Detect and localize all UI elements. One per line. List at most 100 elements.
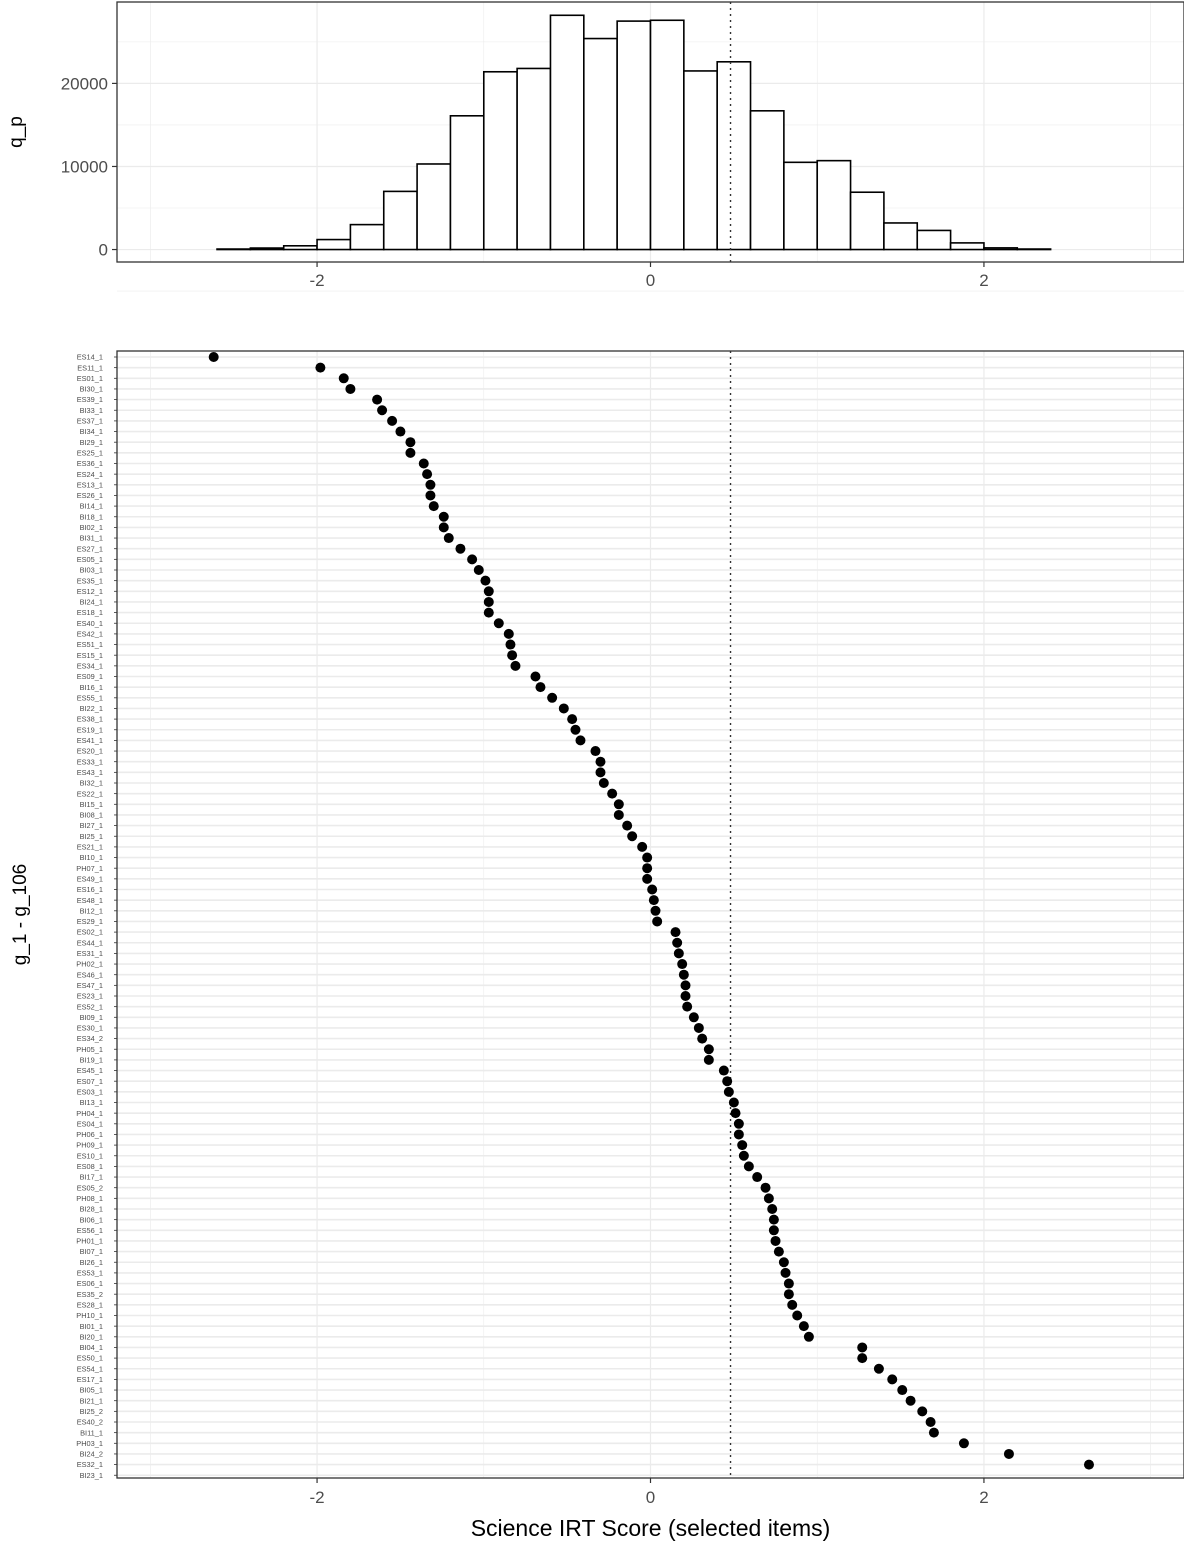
item-label: BI07_1 [80, 1247, 103, 1256]
item-label: BI27_1 [80, 821, 103, 830]
item-label: PH04_1 [76, 1109, 103, 1118]
data-point [428, 501, 439, 512]
item-label: PH10_1 [76, 1311, 103, 1320]
data-point [558, 703, 569, 714]
data-point [455, 543, 466, 554]
item-label: ES47_1 [77, 981, 103, 990]
histogram-bars [216, 14, 1052, 251]
item-label: ES15_1 [77, 651, 103, 660]
dotplot-points [208, 352, 1094, 1470]
data-point [535, 682, 546, 693]
data-point [418, 458, 429, 469]
item-label: ES34_2 [77, 1034, 103, 1043]
item-label: ES40_2 [77, 1418, 103, 1427]
item-label: BI26_1 [80, 1258, 103, 1267]
item-label: ES14_1 [77, 353, 103, 362]
histogram-bar [549, 14, 585, 251]
item-label: PH01_1 [76, 1237, 103, 1246]
item-label: BI29_1 [80, 438, 103, 447]
data-point [315, 362, 326, 373]
item-label: ES06_1 [77, 1279, 103, 1288]
histogram-bar [949, 242, 985, 251]
dotplot-y-axis-title: g_1 - g_106 [10, 864, 31, 965]
item-label: PH07_1 [76, 864, 103, 873]
data-point [377, 405, 388, 416]
histogram-bar [849, 191, 885, 251]
data-point [510, 660, 521, 671]
data-point [928, 1427, 939, 1438]
histogram-y-axis-title: q_p [6, 116, 27, 148]
item-label: ES28_1 [77, 1300, 103, 1309]
data-point [770, 1235, 781, 1246]
item-label: ES51_1 [77, 640, 103, 649]
data-point [792, 1310, 803, 1321]
item-label: BI21_1 [80, 1396, 103, 1405]
data-point [783, 1289, 794, 1300]
data-point [613, 809, 624, 820]
histogram-bar [983, 247, 1019, 251]
x-tick-label: -2 [310, 271, 325, 290]
item-label: BI25_2 [80, 1407, 103, 1416]
data-point [783, 1278, 794, 1289]
x-tick-label: 0 [646, 271, 655, 290]
item-label: ES33_1 [77, 757, 103, 766]
data-point [917, 1406, 928, 1417]
data-point [897, 1385, 908, 1396]
item-label: PH08_1 [76, 1194, 103, 1203]
data-point [803, 1331, 814, 1342]
data-point [673, 948, 684, 959]
data-point [743, 1161, 754, 1172]
data-point [738, 1150, 749, 1161]
item-label: BI24_1 [80, 598, 103, 607]
item-label: ES01_1 [77, 374, 103, 383]
data-point [768, 1225, 779, 1236]
data-point [857, 1353, 868, 1364]
item-label: ES09_1 [77, 672, 103, 681]
data-point [473, 565, 484, 575]
dotplot-x-axis-title: Science IRT Score (selected items) [471, 1515, 831, 1541]
histogram-bar [382, 190, 418, 251]
item-label: ES17_1 [77, 1375, 103, 1384]
item-label: BI18_1 [80, 512, 103, 521]
data-point [405, 447, 416, 458]
item-label: BI23_1 [80, 1471, 103, 1480]
data-point [438, 522, 449, 533]
data-point [1083, 1459, 1094, 1470]
data-point [680, 991, 691, 1001]
data-point [677, 959, 688, 970]
data-point [575, 735, 586, 746]
item-label: ES44_1 [77, 938, 103, 947]
item-label: PH06_1 [76, 1130, 103, 1139]
y-tick-label: 20000 [61, 74, 108, 93]
item-label: BI30_1 [80, 385, 103, 394]
item-label: ES03_1 [77, 1087, 103, 1096]
data-point [503, 628, 514, 639]
data-point [425, 490, 436, 501]
data-point [718, 1065, 729, 1076]
item-label: ES34_1 [77, 661, 103, 670]
histogram-bar [649, 19, 685, 251]
item-label: BI06_1 [80, 1215, 103, 1224]
item-label: ES41_1 [77, 736, 103, 745]
item-label: BI02_1 [80, 523, 103, 532]
data-point [697, 1033, 708, 1044]
item-label: ES02_1 [77, 928, 103, 937]
data-point [780, 1267, 791, 1278]
item-label: ES23_1 [77, 992, 103, 1001]
data-point [483, 596, 494, 607]
item-label: ES29_1 [77, 917, 103, 926]
histogram-bar [616, 20, 652, 251]
item-label: ES30_1 [77, 1024, 103, 1033]
data-point [595, 767, 606, 778]
data-point [570, 724, 581, 735]
data-point [387, 415, 398, 426]
item-label: ES32_1 [77, 1460, 103, 1469]
item-label: ES36_1 [77, 459, 103, 468]
histogram-bar [883, 222, 919, 251]
data-point [672, 937, 683, 948]
item-label: ES49_1 [77, 874, 103, 883]
item-label: ES16_1 [77, 885, 103, 894]
item-label: ES05_2 [77, 1183, 103, 1192]
